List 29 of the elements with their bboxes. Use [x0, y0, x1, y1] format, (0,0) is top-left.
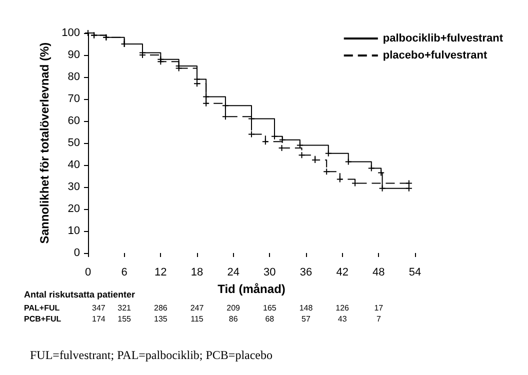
x-tick-label: 30 — [264, 266, 276, 278]
x-tick-label: 54 — [408, 266, 422, 278]
y-tick-label: 100 — [62, 27, 80, 39]
y-tick-label: 0 — [74, 247, 80, 259]
y-tick-label: 80 — [68, 71, 80, 83]
y-tick-label: 40 — [68, 159, 80, 171]
y-tick-label: 90 — [68, 49, 80, 61]
text: PCB+FUL 174 155 135 115 86 68 57 43 7 — [24, 314, 381, 324]
x-tick-label: 18 — [190, 266, 204, 278]
legend-label: placebo+fulvestrant — [382, 50, 488, 62]
y-tick-label: 50 — [68, 137, 80, 149]
text: Antal riskutsatta patienter — [24, 290, 136, 300]
y-tick-label: 70 — [68, 93, 80, 105]
text: FUL=fulvestrant; PAL=palbociklib; PCB=placebo — [30, 348, 273, 362]
x-tick-label: 48 — [372, 266, 385, 278]
legend-label: palbociklib+fulvestrant — [382, 32, 504, 44]
x-tick-label: 12 — [154, 266, 167, 278]
y-tick-label: 30 — [68, 181, 80, 193]
y-tick-label: 60 — [68, 115, 80, 127]
y-tick-label: 10 — [68, 225, 80, 237]
x-tick-label: 42 — [336, 266, 348, 278]
x-tick-label: 36 — [300, 266, 312, 278]
text: PAL+FUL 347 321 286 247 209 165 148 126 17 — [24, 304, 384, 312]
x-axis-title: Tid (månad) — [218, 282, 286, 296]
x-tick-label: 0 — [84, 266, 92, 278]
x-tick-label: 6 — [121, 266, 128, 278]
x-tick-label: 24 — [227, 266, 240, 278]
y-axis-title: Sannolikhet för totalöverlevnad (%) — [38, 42, 52, 244]
y-tick-label: 20 — [68, 203, 80, 215]
